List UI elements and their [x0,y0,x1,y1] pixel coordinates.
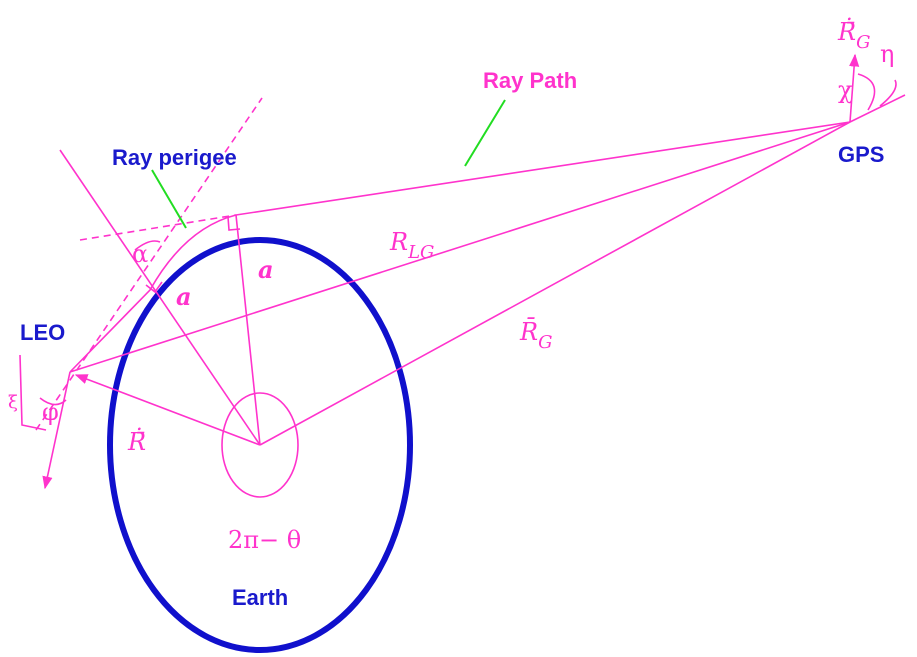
arrow-rdot [74,374,261,446]
angle-circle [221,392,299,498]
chi-label: χ [838,76,853,104]
right-angle-perigee [227,216,241,231]
a-right: a [258,255,274,284]
eta-arc [879,79,897,107]
right-angle-left [145,281,163,294]
alpha-label: α [132,240,148,268]
line-rlg [69,121,851,373]
phi-label: φ [42,398,59,426]
phi-arc [39,397,67,406]
angle-label: 2π− θ [228,526,301,554]
rgdot-base: Ṙ̄ [837,17,856,46]
rg-label: R̄G [519,318,552,353]
rg-base: R̄ [519,318,538,346]
chi-arc [857,73,876,111]
line-rg [259,121,851,446]
leader-perigee [151,169,187,229]
arrow-leo-velocity [42,371,71,490]
leader-ray-path [464,99,506,167]
radius-left [59,149,261,446]
leo-label: LEO [20,320,65,345]
gps-label: GPS [838,142,884,167]
ray-perigee-label: Ray perigee [112,145,237,170]
earth-label: Earth [232,585,288,610]
rgdot-sub: G [856,32,870,53]
rlg-sub: LG [407,242,434,263]
rgdot-label: Ṙ̄G [837,17,870,53]
alpha-arc [134,240,161,251]
xi-angle [19,354,47,431]
ray-path [69,121,851,373]
gps-direction [849,94,906,123]
rdot-label: Ṙ̄ [127,427,146,456]
xi-label: ξ [8,392,18,413]
earth-circle [107,237,413,653]
tangent-leo [35,97,263,431]
rg-sub: G [538,332,552,353]
rlg-label: RLG [389,228,434,263]
radius-right [235,214,261,446]
tangent-perigee [79,214,237,241]
arrow-gps-velocity [849,53,860,123]
rlg-base: R [389,228,408,256]
eta-label: η [880,40,894,68]
a-left: a [176,282,192,311]
ray-path-label: Ray Path [483,68,577,93]
